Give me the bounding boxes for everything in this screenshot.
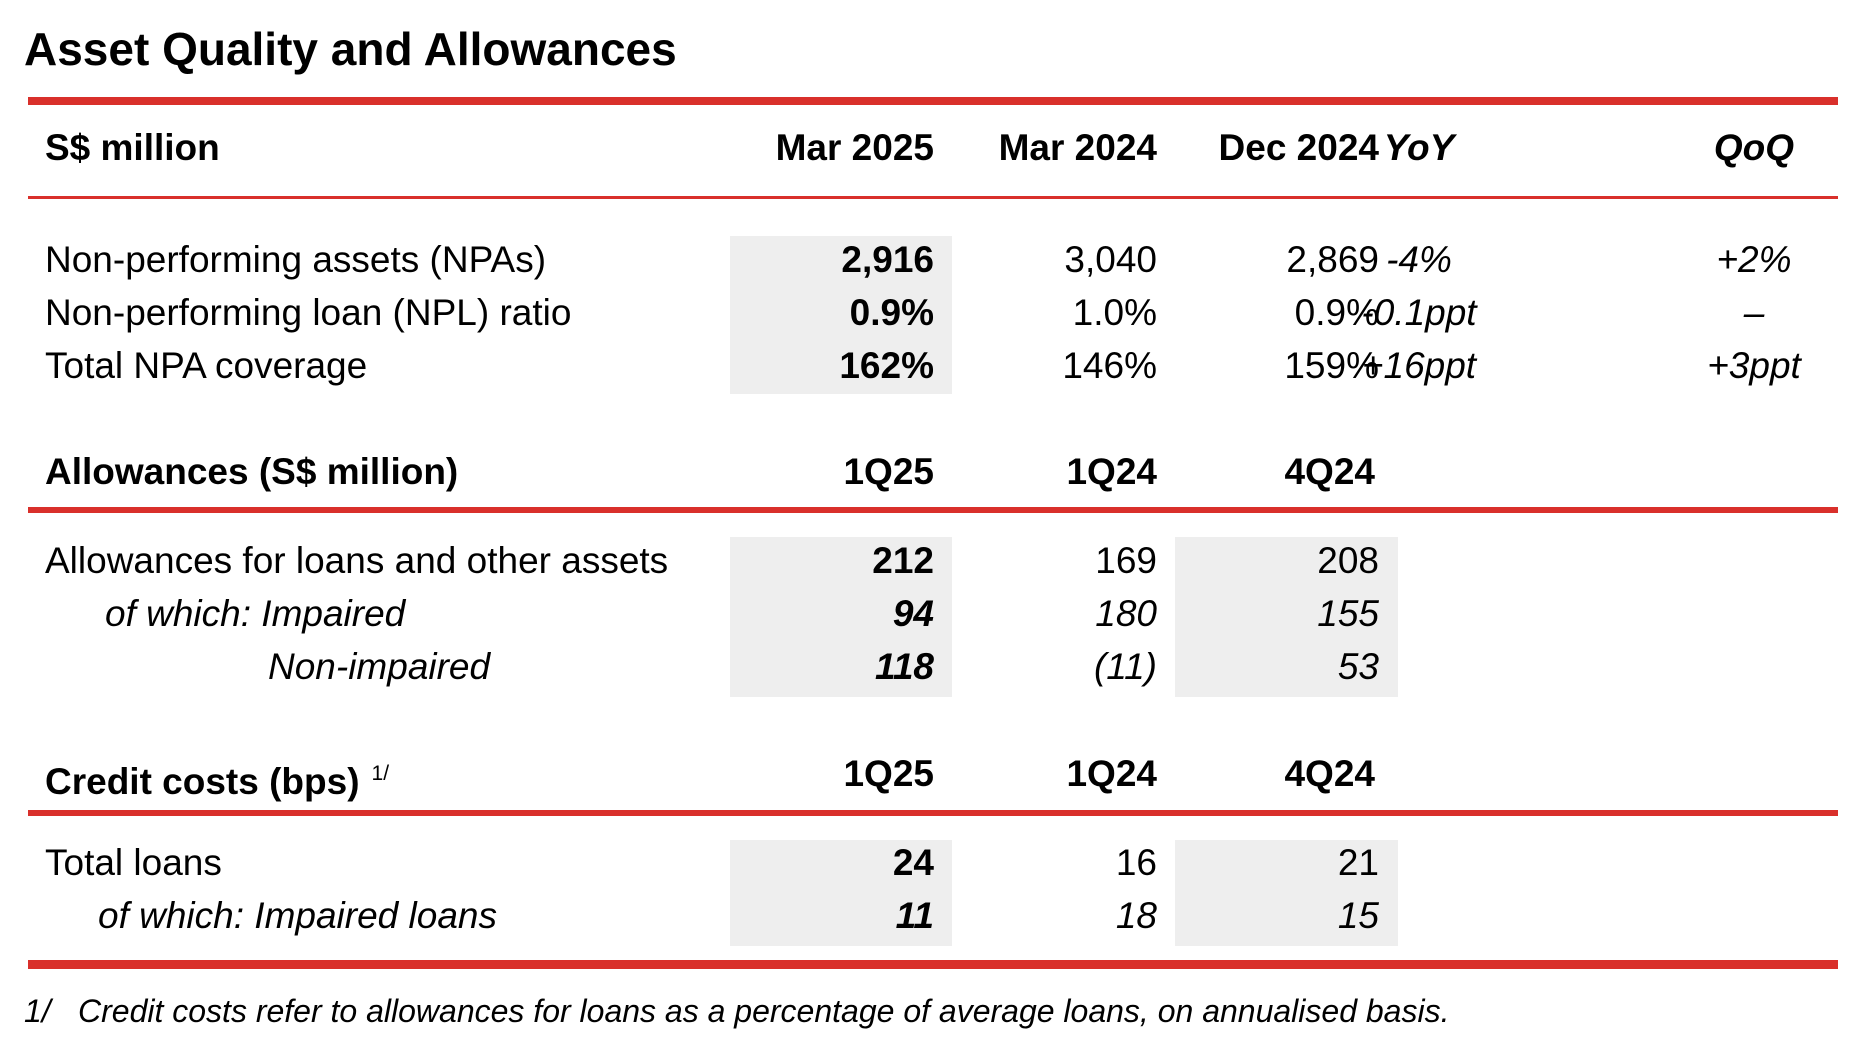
npa-row-coverage: Total NPA coverage 162% 146% 159% +16ppt… [0, 340, 1860, 392]
top-rule [28, 97, 1838, 105]
row-label: of which: Impaired [105, 593, 406, 634]
footnote: 1/Credit costs refer to allowances for l… [24, 990, 1449, 1032]
row-label: Total NPA coverage [45, 345, 368, 386]
npa-row-npas: Non-performing assets (NPAs) 2,916 3,040… [0, 234, 1860, 286]
value-dec2024: 2,869 [1286, 239, 1379, 280]
credit-current-highlight [730, 840, 952, 946]
credit-costs-underline [28, 810, 1838, 816]
value-yoy: -0.1ppt [1361, 292, 1477, 333]
value-1q25: 94 [892, 593, 934, 634]
value-1q25: 118 [875, 646, 934, 687]
col-header-1q24: 1Q24 [1066, 451, 1157, 492]
value-4q24: 15 [1337, 895, 1379, 936]
value-mar2024: 1.0% [1072, 292, 1157, 333]
value-mar2024: 146% [1062, 345, 1157, 386]
footnote-text: Credit costs refer to allowances for loa… [78, 993, 1450, 1029]
allowances-underline [28, 507, 1838, 513]
allowances-row-total: Allowances for loans and other assets 21… [0, 535, 1860, 587]
value-4q24: 53 [1337, 646, 1379, 687]
col-header-4q24: 4Q24 [1284, 753, 1375, 794]
credit-row-impaired-loans: of which: Impaired loans 11 18 15 [0, 890, 1860, 942]
row-label: Non-performing loan (NPL) ratio [45, 292, 572, 333]
npa-row-npl-ratio: Non-performing loan (NPL) ratio 0.9% 1.0… [0, 287, 1860, 339]
row-label: Non-performing assets (NPAs) [45, 239, 547, 280]
row-label: of which: Impaired loans [98, 895, 497, 936]
value-1q25: 11 [895, 895, 934, 936]
col-header-1q25: 1Q25 [843, 753, 934, 794]
value-qoq: +3ppt [1707, 345, 1801, 386]
value-1q24: 180 [1095, 593, 1157, 634]
credit-prior-quarter-highlight [1175, 840, 1398, 946]
col-header-dec2024: Dec 2024 [1218, 127, 1379, 168]
value-1q24: (11) [1093, 646, 1157, 687]
col-header-4q24: 4Q24 [1284, 451, 1375, 492]
npa-header-label: S$ million [45, 127, 220, 168]
bottom-rule [28, 960, 1838, 969]
value-1q24: 169 [1095, 540, 1157, 581]
row-label: Total loans [45, 842, 222, 883]
allowances-header-label: Allowances (S$ million) [45, 451, 459, 492]
value-dec2024: 0.9% [1294, 292, 1379, 333]
allowances-current-highlight [730, 537, 952, 697]
row-label: Non-impaired [268, 646, 491, 687]
credit-costs-header-label-wrap: Credit costs (bps) 1/ [45, 748, 390, 802]
credit-costs-header-row: Credit costs (bps) 1/ 1Q25 1Q24 4Q24 [0, 748, 1860, 802]
allowances-header-row: Allowances (S$ million) 1Q25 1Q24 4Q24 [0, 446, 1860, 498]
value-4q24: 155 [1317, 593, 1379, 634]
npa-header-row: S$ million Mar 2025 Mar 2024 Dec 2024 Yo… [0, 122, 1860, 174]
col-header-1q25: 1Q25 [843, 451, 934, 492]
value-1q25: 24 [892, 842, 934, 883]
allowances-row-impaired: of which: Impaired 94 180 155 [0, 588, 1860, 640]
value-mar2025: 0.9% [849, 292, 934, 333]
col-header-mar2024: Mar 2024 [998, 127, 1157, 168]
value-mar2025: 2,916 [841, 239, 934, 280]
allowances-prior-quarter-highlight [1175, 537, 1398, 697]
page-title: Asset Quality and Allowances [24, 23, 677, 75]
col-header-qoq: QoQ [1713, 127, 1795, 168]
row-label: Allowances for loans and other assets [45, 540, 669, 581]
value-dec2024: 159% [1284, 345, 1379, 386]
allowances-row-non-impaired: Non-impaired 118 (11) 53 [0, 641, 1860, 693]
credit-costs-header-label: Credit costs (bps) [45, 761, 360, 802]
value-4q24: 21 [1337, 842, 1379, 883]
col-header-1q24: 1Q24 [1066, 753, 1157, 794]
value-1q25: 212 [872, 540, 934, 581]
header-underline [28, 196, 1838, 199]
npa-current-highlight [730, 236, 952, 394]
value-yoy: +16ppt [1361, 345, 1477, 386]
value-qoq: – [1743, 292, 1765, 333]
col-header-mar2025: Mar 2025 [775, 127, 934, 168]
value-qoq: +2% [1716, 239, 1792, 280]
value-1q24: 16 [1115, 842, 1157, 883]
value-1q24: 18 [1115, 895, 1157, 936]
footnote-ref: 1/ [371, 762, 390, 785]
value-mar2024: 3,040 [1064, 239, 1157, 280]
col-header-yoy: YoY [1383, 127, 1455, 168]
value-mar2025: 162% [839, 345, 934, 386]
footnote-number: 1/ [24, 993, 51, 1029]
credit-row-total-loans: Total loans 24 16 21 [0, 837, 1860, 889]
value-4q24: 208 [1317, 540, 1379, 581]
value-yoy: -4% [1386, 239, 1452, 280]
